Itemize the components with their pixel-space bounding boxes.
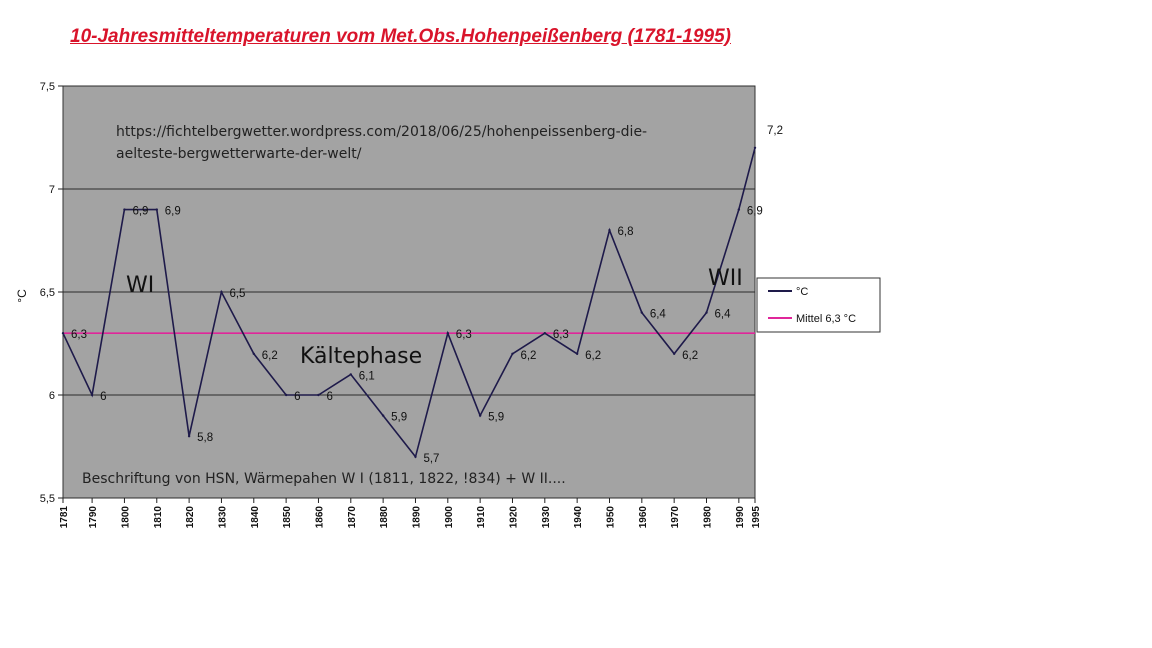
data-label: 6 — [100, 391, 106, 403]
y-tick-label: 6,5 — [40, 287, 55, 299]
data-label: 6,9 — [747, 206, 763, 218]
data-label: 6,3 — [553, 329, 569, 341]
x-tick-label: 1950 — [605, 506, 616, 529]
x-tick-label: 1781 — [59, 506, 70, 529]
data-label: 6 — [294, 391, 300, 403]
data-label: 6,9 — [132, 206, 148, 218]
data-point — [123, 208, 126, 211]
x-tick-label: 1800 — [120, 506, 131, 529]
data-point — [90, 393, 94, 397]
x-tick-label: 1840 — [250, 506, 261, 529]
data-point — [349, 373, 352, 376]
data-label: 5,8 — [197, 432, 213, 444]
data-point — [672, 352, 676, 355]
x-tick-label: 1850 — [282, 506, 293, 529]
x-tick-label: 1910 — [476, 506, 487, 529]
annotation-cold-phase: Kältephase — [300, 344, 422, 369]
y-tick-label: 5,5 — [40, 493, 55, 505]
annotation-w1: WI — [126, 273, 154, 298]
data-point — [317, 393, 320, 397]
y-axis-ticks: 5,5 6 6,5 7 7,5 — [40, 81, 63, 505]
data-point — [187, 435, 191, 438]
legend-box — [756, 277, 881, 333]
data-point — [737, 208, 741, 211]
x-tick-label: 1940 — [573, 506, 584, 529]
data-point — [414, 455, 417, 458]
x-tick-label: 1995 — [751, 506, 762, 529]
x-tick-label: 1880 — [379, 506, 390, 529]
chart-title: 10-Jahresmitteltemperaturen vom Met.Obs.… — [70, 26, 731, 47]
annotation-url-line1: https://fichtelbergwetter.wordpress.com/… — [116, 124, 647, 140]
data-label: 6,4 — [714, 309, 731, 321]
y-tick-label: 7,5 — [40, 81, 55, 93]
x-tick-label: 1960 — [638, 506, 649, 529]
x-tick-label: 1900 — [444, 506, 455, 529]
data-point — [753, 146, 757, 149]
x-tick-label: 1930 — [541, 506, 552, 529]
x-tick-label: 1790 — [88, 506, 99, 529]
data-point — [705, 311, 708, 314]
data-label: 5,9 — [391, 412, 407, 424]
x-axis-ticks: 1781 1790 1800 1810 1820 1830 1840 1850 1860 1870… — [59, 498, 762, 528]
data-point — [252, 352, 255, 355]
annotation-caption: Beschriftung von HSN, Wärmepahen W I (18… — [82, 471, 566, 487]
data-label: 6,4 — [650, 309, 667, 321]
data-label: 6,3 — [456, 329, 472, 341]
data-label: 7,2 — [767, 125, 783, 137]
data-points — [61, 146, 757, 458]
data-label: 6,8 — [617, 226, 633, 238]
data-point — [543, 332, 547, 335]
data-point — [61, 332, 65, 335]
y-tick-label: 7 — [49, 184, 55, 196]
y-tick-label: 6 — [49, 390, 55, 402]
data-label: 6,9 — [165, 206, 181, 218]
legend: °C Mittel 6,3 °C — [756, 277, 881, 333]
data-label: 6,5 — [229, 288, 245, 300]
x-tick-label: 1920 — [508, 506, 519, 529]
data-point — [608, 229, 611, 232]
data-label: 6,2 — [585, 350, 601, 362]
data-label: 6,1 — [359, 370, 375, 382]
data-label: 6,2 — [520, 350, 536, 362]
data-point — [381, 414, 385, 417]
data-point — [640, 311, 644, 314]
data-label: 5,7 — [423, 453, 439, 465]
x-tick-label: 1990 — [735, 506, 746, 529]
data-point — [155, 208, 158, 211]
x-tick-label: 1890 — [411, 506, 422, 529]
y-axis-label: °C — [15, 289, 29, 303]
data-labels: 6,3 6 6,9 6,9 5,8 6,5 6,2 6 6 6,1 5,9 5,7 6,3 5,9 6,2 6… — [71, 125, 783, 465]
data-point — [220, 290, 223, 294]
annotation-url-line2: aelteste-bergwetterwarte-der-welt/ — [116, 146, 362, 162]
data-label: 6,2 — [682, 350, 698, 362]
x-tick-label: 1820 — [185, 506, 196, 529]
x-tick-label: 1830 — [217, 506, 228, 529]
data-label: 6 — [326, 391, 332, 403]
data-point — [478, 414, 482, 417]
data-label: 5,9 — [488, 412, 504, 424]
x-tick-label: 1980 — [702, 506, 713, 529]
data-label: 6,2 — [262, 350, 278, 362]
data-point — [575, 352, 579, 355]
legend-label-mean: Mittel 6,3 °C — [796, 313, 856, 325]
x-tick-label: 1970 — [670, 506, 681, 529]
data-point — [511, 352, 514, 355]
data-point — [284, 393, 288, 397]
x-tick-label: 1810 — [153, 506, 164, 529]
data-label: 6,3 — [71, 329, 87, 341]
data-point — [446, 332, 450, 335]
legend-label-temperature: °C — [796, 286, 808, 298]
x-tick-label: 1860 — [314, 506, 325, 529]
annotation-w2: WII — [708, 266, 743, 291]
grid-lines — [63, 85, 755, 499]
x-tick-label: 1870 — [347, 506, 358, 529]
